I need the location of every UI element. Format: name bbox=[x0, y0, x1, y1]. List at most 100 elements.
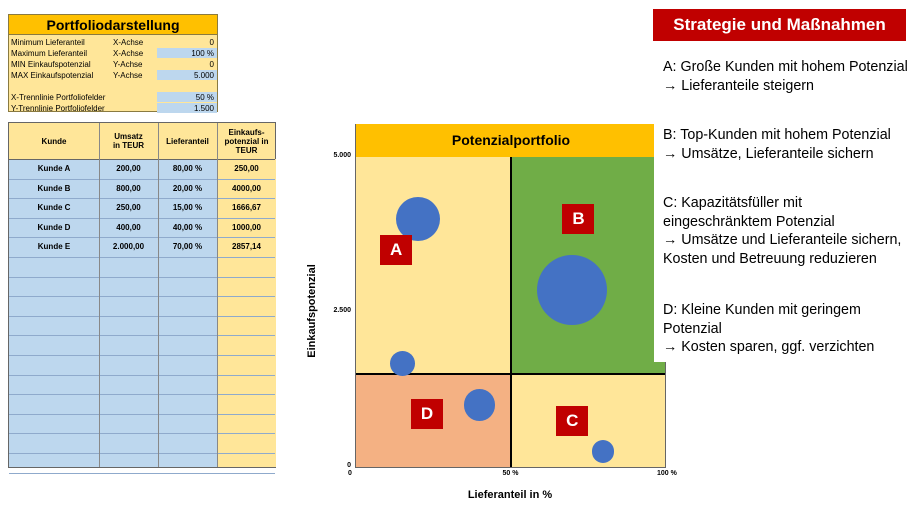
quadrant-label: A bbox=[380, 235, 413, 265]
table-cell[interactable] bbox=[217, 257, 276, 277]
table-cell[interactable]: Kunde D bbox=[37, 222, 71, 232]
table-cell[interactable]: 4000,00 bbox=[232, 183, 261, 193]
table-row bbox=[9, 296, 275, 317]
strategy-heading: A: Große Kunden mit hohem Potenzial bbox=[663, 59, 908, 75]
customer-table: Kunde Umsatz in TEUR Lieferanteil Einkau… bbox=[8, 122, 276, 474]
table-cell[interactable] bbox=[9, 277, 99, 297]
table-cell[interactable] bbox=[217, 296, 276, 316]
table-cell[interactable] bbox=[99, 335, 158, 355]
table-cell[interactable] bbox=[158, 414, 217, 434]
bubble-point[interactable] bbox=[592, 440, 615, 463]
table-cell[interactable] bbox=[158, 433, 217, 453]
table-cell[interactable] bbox=[99, 257, 158, 277]
settings-title: Portfoliodarstellung bbox=[9, 15, 217, 35]
table-cell[interactable] bbox=[158, 277, 217, 297]
settings-row bbox=[9, 81, 217, 92]
table-cell[interactable]: 400,00 bbox=[116, 222, 141, 232]
table-cell[interactable] bbox=[217, 394, 276, 414]
table-cell[interactable] bbox=[9, 394, 99, 414]
table-cell[interactable]: 1666,67 bbox=[232, 203, 261, 213]
table-cell[interactable] bbox=[9, 453, 99, 473]
settings-value[interactable]: 1.500 bbox=[157, 103, 217, 113]
table-cell[interactable]: 800,00 bbox=[116, 183, 141, 193]
settings-axis: X-Achse bbox=[113, 38, 144, 47]
strategy-action: → Umsätze, Lieferanteile sichern bbox=[663, 145, 874, 162]
settings-value[interactable]: 50 % bbox=[157, 92, 217, 102]
table-row bbox=[9, 316, 275, 337]
table-cell[interactable] bbox=[99, 296, 158, 316]
settings-value[interactable]: 0 bbox=[209, 38, 214, 47]
table-cell[interactable]: 250,00 bbox=[116, 203, 141, 213]
table-cell[interactable] bbox=[9, 414, 99, 434]
table-cell[interactable] bbox=[158, 335, 217, 355]
table-cell[interactable] bbox=[158, 355, 217, 375]
table-row: Kunde D 400,00 40,00 % 1000,00 bbox=[9, 218, 275, 239]
settings-value[interactable] bbox=[157, 81, 217, 91]
table-cell[interactable] bbox=[99, 394, 158, 414]
table-cell[interactable] bbox=[99, 433, 158, 453]
table-cell[interactable]: Kunde A bbox=[37, 164, 71, 173]
table-cell[interactable] bbox=[99, 414, 158, 434]
table-cell[interactable]: Kunde B bbox=[37, 183, 71, 193]
table-cell[interactable]: 200,00 bbox=[116, 164, 141, 173]
y-axis-label: Einkaufspotenzial bbox=[306, 264, 318, 358]
table-cell[interactable] bbox=[99, 375, 158, 395]
table-cell[interactable] bbox=[9, 355, 99, 375]
table-cell[interactable] bbox=[217, 453, 276, 473]
strategy-action: → Lieferanteile steigern bbox=[663, 77, 814, 94]
table-row bbox=[9, 375, 275, 396]
bubble-point[interactable] bbox=[463, 389, 496, 421]
table-cell[interactable] bbox=[99, 277, 158, 297]
table-cell[interactable]: 15,00 % bbox=[172, 203, 203, 213]
table-row bbox=[9, 433, 275, 454]
bubble-point[interactable] bbox=[389, 351, 415, 377]
table-cell[interactable]: 2.000,00 bbox=[112, 242, 145, 252]
table-cell[interactable] bbox=[217, 335, 276, 355]
settings-label: MAX Einkaufspotenzial bbox=[11, 71, 94, 80]
table-cell[interactable] bbox=[158, 257, 217, 277]
table-cell[interactable] bbox=[99, 316, 158, 336]
table-cell[interactable] bbox=[217, 355, 276, 375]
table-cell[interactable] bbox=[9, 257, 99, 277]
bubble-point[interactable] bbox=[537, 254, 608, 325]
quadrant-label: C bbox=[556, 405, 589, 436]
settings-row: X-Trennlinie Portfoliofelder 50 % bbox=[9, 92, 217, 103]
table-cell[interactable] bbox=[99, 355, 158, 375]
settings-row: Y-Trennlinie Portfoliofelder 1.500 bbox=[9, 103, 217, 114]
table-cell[interactable] bbox=[158, 375, 217, 395]
header-lieferanteil: Lieferanteil bbox=[166, 136, 209, 146]
settings-value[interactable]: 100 % bbox=[157, 48, 217, 58]
table-cell[interactable] bbox=[158, 296, 217, 316]
table-cell[interactable] bbox=[9, 316, 99, 336]
table-cell[interactable] bbox=[217, 433, 276, 453]
table-cell[interactable]: 250,00 bbox=[234, 164, 259, 173]
chart-title: Potenzialportfolio bbox=[356, 124, 666, 157]
settings-value[interactable]: 5.000 bbox=[157, 70, 217, 80]
table-cell[interactable]: 40,00 % bbox=[172, 222, 203, 232]
strategy-block: A: Große Kunden mit hohem Potenzial → Lie… bbox=[663, 58, 913, 95]
settings-value[interactable]: 0 bbox=[209, 60, 214, 69]
table-cell[interactable] bbox=[217, 277, 276, 297]
table-cell[interactable]: 70,00 % bbox=[172, 242, 203, 252]
table-cell[interactable] bbox=[9, 375, 99, 395]
table-cell[interactable] bbox=[158, 316, 217, 336]
table-cell[interactable] bbox=[217, 414, 276, 434]
settings-axis: X-Achse bbox=[113, 49, 144, 58]
table-cell[interactable]: 2857,14 bbox=[232, 242, 261, 252]
table-cell[interactable] bbox=[9, 296, 99, 316]
table-cell[interactable] bbox=[217, 316, 276, 336]
table-cell[interactable] bbox=[9, 335, 99, 355]
table-cell[interactable] bbox=[9, 433, 99, 453]
table-cell[interactable] bbox=[217, 375, 276, 395]
table-cell[interactable]: 20,00 % bbox=[172, 183, 203, 193]
table-cell[interactable]: 80,00 % bbox=[172, 164, 203, 173]
x-tick-label: 50 % bbox=[502, 470, 519, 477]
table-cell[interactable] bbox=[158, 394, 217, 414]
bubble-point[interactable] bbox=[395, 196, 440, 242]
table-cell[interactable]: Kunde C bbox=[37, 203, 71, 213]
table-cell[interactable] bbox=[158, 453, 217, 473]
table-cell[interactable]: Kunde E bbox=[37, 242, 71, 252]
table-row bbox=[9, 394, 275, 415]
table-cell[interactable]: 1000,00 bbox=[232, 222, 261, 232]
table-cell[interactable] bbox=[99, 453, 158, 473]
